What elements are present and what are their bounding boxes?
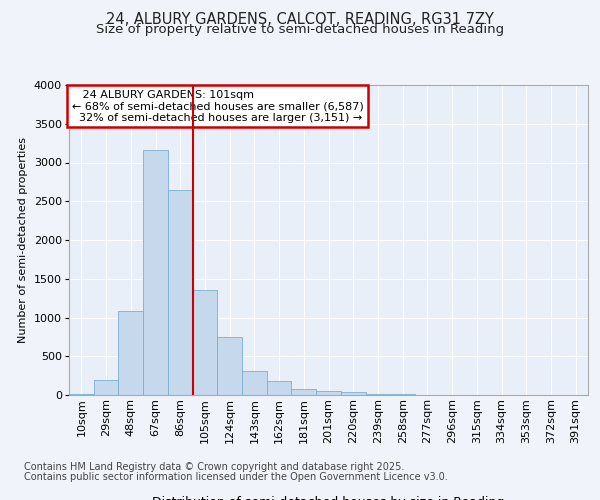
Text: 24 ALBURY GARDENS: 101sqm
← 68% of semi-detached houses are smaller (6,587)
  32: 24 ALBURY GARDENS: 101sqm ← 68% of semi-… [71,90,364,123]
Bar [365,394,390,395]
Bar [69,394,94,395]
Text: Size of property relative to semi-detached houses in Reading: Size of property relative to semi-detach… [96,22,504,36]
Y-axis label: Number of semi-detached properties: Number of semi-detached properties [19,137,28,343]
Bar [94,380,118,395]
Bar [193,290,217,395]
Bar [118,310,143,395]
Bar [390,394,415,395]
Bar [217,337,242,395]
Text: Contains public sector information licensed under the Open Government Licence v3: Contains public sector information licen… [24,472,448,482]
Text: 24, ALBURY GARDENS, CALCOT, READING, RG31 7ZY: 24, ALBURY GARDENS, CALCOT, READING, RG3… [106,12,494,28]
Bar [267,382,292,395]
Bar [292,389,316,395]
X-axis label: Distribution of semi-detached houses by size in Reading: Distribution of semi-detached houses by … [152,496,505,500]
Text: Contains HM Land Registry data © Crown copyright and database right 2025.: Contains HM Land Registry data © Crown c… [24,462,404,472]
Bar [143,150,168,395]
Bar [168,190,193,395]
Bar [341,392,365,395]
Bar [242,372,267,395]
Bar [316,390,341,395]
